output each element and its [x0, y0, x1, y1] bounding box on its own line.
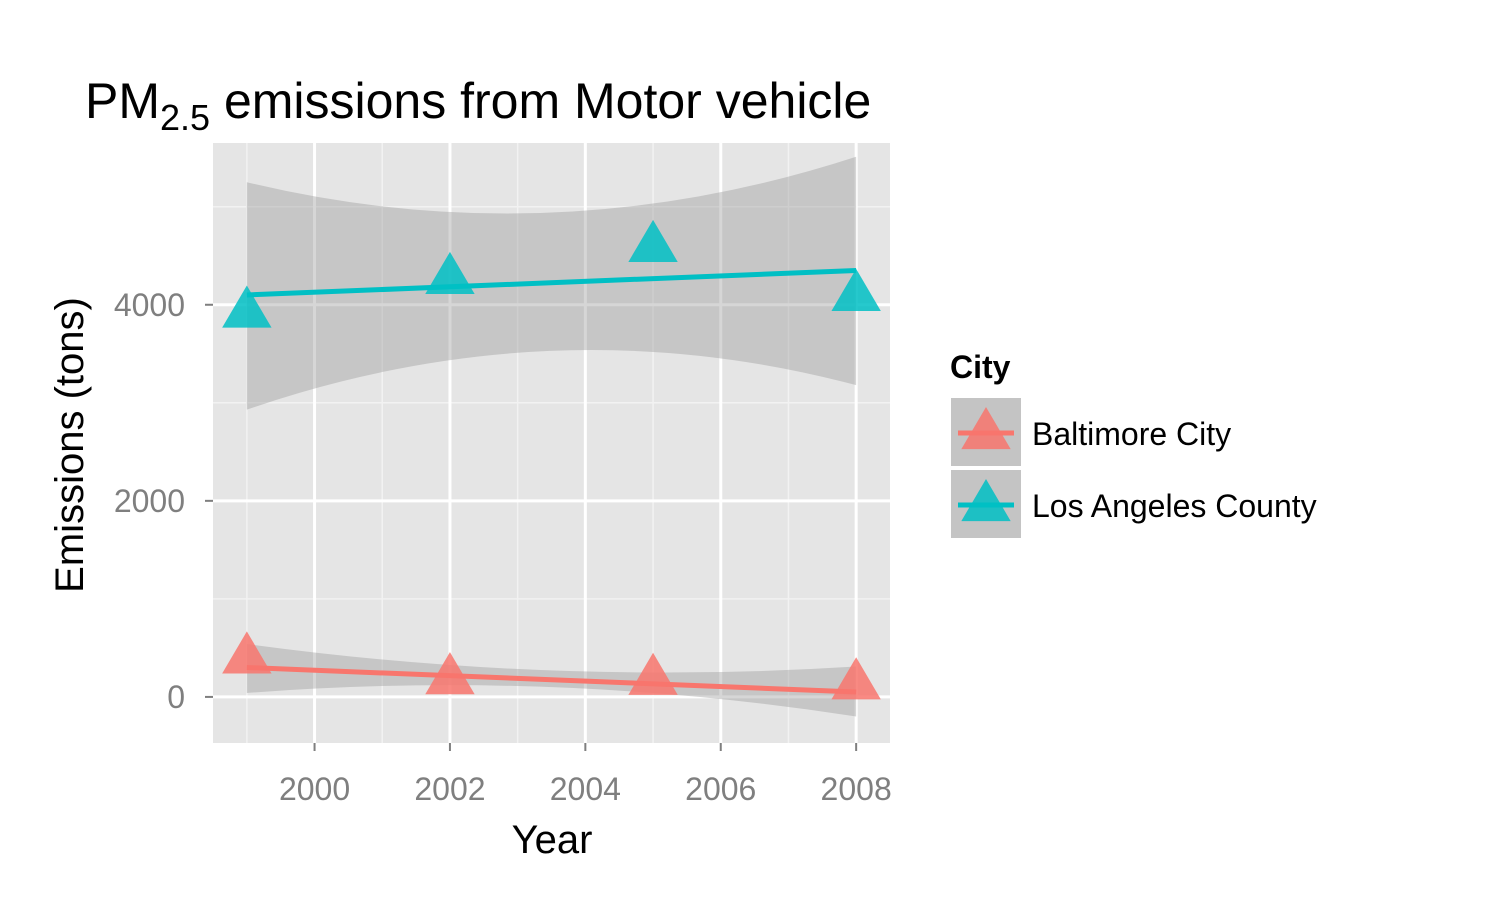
- tick-labels: 2000 2002 2004 2006 2008 0 2000 4000: [114, 287, 892, 807]
- plot-panel: [213, 143, 890, 743]
- legend-key-baltimore-city: Baltimore City: [949, 396, 1231, 468]
- legend-key-marker: [961, 407, 1011, 450]
- legend-key-marker: [961, 479, 1011, 522]
- data-point-baltimore-city: [425, 652, 475, 695]
- data-points: [222, 219, 881, 700]
- data-point-los-angeles-county: [425, 251, 475, 295]
- x-tick-label: 2002: [414, 771, 485, 807]
- major-gridlines: [213, 143, 890, 743]
- legend-label: Baltimore City: [1032, 416, 1231, 452]
- x-axis-title: Year: [512, 818, 593, 862]
- chart-title: PM2.5 emissions from Motor vehicle: [85, 73, 871, 138]
- data-point-baltimore-city: [628, 652, 678, 695]
- data-point-los-angeles-county: [831, 268, 881, 311]
- x-tick-label: 2000: [279, 771, 350, 807]
- y-tick-label: 0: [167, 679, 185, 715]
- fit-line-los-angeles-county: [246, 267, 857, 298]
- y-tick-label: 4000: [114, 287, 185, 323]
- x-tick-label: 2004: [550, 771, 621, 807]
- legend-label: Los Angeles County: [1032, 488, 1317, 524]
- x-tick-label: 2006: [685, 771, 756, 807]
- fit-line-baltimore-city: [246, 665, 857, 695]
- x-tick-label: 2008: [821, 771, 892, 807]
- data-point-los-angeles-county: [628, 219, 678, 262]
- legend-key-los-angeles-county: Los Angeles County: [949, 468, 1317, 540]
- fit-lines: [246, 267, 857, 695]
- data-point-los-angeles-county: [222, 285, 272, 328]
- y-tick-label: 2000: [114, 483, 185, 519]
- data-point-baltimore-city: [831, 657, 881, 700]
- legend: City Baltimore City Los Angeles County: [949, 349, 1317, 540]
- axis-ticks: [205, 303, 858, 751]
- legend-title: City: [950, 349, 1011, 385]
- data-point-baltimore-city: [222, 631, 272, 674]
- y-axis-title: Emissions (tons): [48, 297, 92, 593]
